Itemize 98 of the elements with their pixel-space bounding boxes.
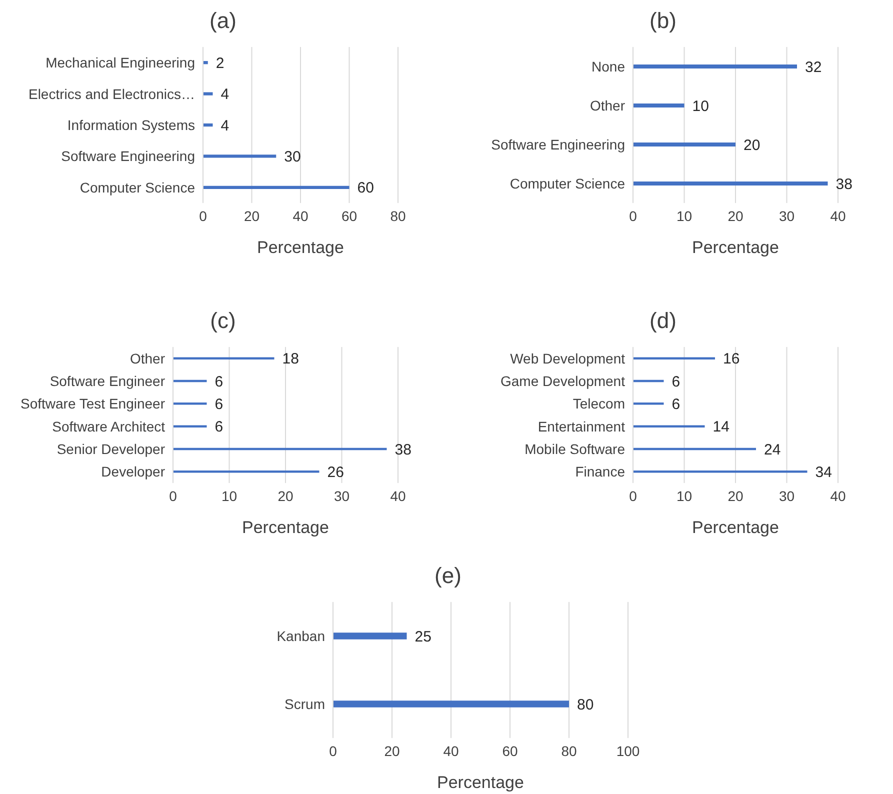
chart-title: (b) [648,8,678,35]
x-tick-label: 60 [502,742,518,759]
bar [173,470,320,473]
data-label: 34 [815,464,832,481]
data-label: 38 [836,176,852,193]
y-tick-label: Information Systems [67,116,195,133]
bar [203,123,213,127]
y-tick-label: Mechanical Engineering [46,54,195,71]
data-label: 10 [692,98,709,115]
x-tick-label: 0 [629,488,638,504]
x-tick-label: 30 [778,488,795,504]
y-tick-label: Scrum [284,696,325,712]
x-tick-label: 10 [676,488,692,504]
data-label: 60 [357,180,374,197]
x-tick-label: 30 [334,488,350,504]
data-label: 30 [284,148,301,166]
data-label: 6 [214,373,224,390]
bar [633,470,808,473]
y-tick-label: Other [130,350,166,366]
x-tick-label: 80 [561,742,577,759]
y-tick-label: Web Development [510,350,626,366]
chart-title: (c) [209,308,237,335]
bar [633,425,705,428]
y-tick-label: None [592,58,626,74]
x-tick-label: 20 [278,488,294,504]
x-tick-label: 10 [221,488,238,504]
data-label: 16 [723,350,740,368]
data-label: 18 [282,350,299,368]
x-axis-title: Percentage [257,238,344,257]
x-tick-label: 0 [629,208,638,224]
x-tick-label: 20 [728,208,744,224]
bar [173,357,274,360]
x-tick-label: 0 [329,742,338,759]
y-tick-label: Kanban [276,628,325,644]
data-label: 32 [805,58,822,76]
y-tick-label: Other [590,97,626,114]
y-tick-label: Software Engineering [491,136,625,152]
y-tick-label: Finance [575,464,626,480]
y-tick-label: Mobile Software [524,440,626,457]
bar [173,402,207,405]
x-tick-label: 40 [390,488,406,504]
y-tick-label: Entertainment [538,418,626,434]
data-label: 14 [712,418,730,436]
bar [203,186,350,189]
bar [173,425,207,428]
data-label: 20 [744,136,760,154]
bar [633,357,715,360]
chart-title: (a) [208,8,238,35]
y-tick-label: Telecom [572,396,625,412]
bar [633,64,797,68]
chart-title: (d) [648,308,678,335]
x-tick-label: 20 [728,488,744,504]
x-tick-label: 80 [390,208,406,224]
x-tick-label: 40 [830,208,846,224]
bar [633,402,664,405]
chart-title: (e) [434,563,462,590]
data-label: 2 [216,54,224,72]
bar [203,154,276,158]
x-tick-label: 30 [778,208,795,224]
y-tick-label: Software Test Engineer [20,396,166,412]
data-label: 38 [394,441,412,458]
y-tick-label: Game Development [500,372,626,389]
y-tick-label: Computer Science [80,179,196,196]
data-label: 24 [764,441,781,458]
y-tick-label: Computer Science [510,175,626,192]
data-label: 4 [220,117,230,134]
x-tick-label: 40 [292,208,308,224]
x-tick-label: 60 [341,208,358,224]
bar [633,182,828,186]
data-label: 4 [220,86,230,104]
x-axis-title: Percentage [242,518,329,537]
y-tick-label: Developer [101,464,166,480]
x-axis-title: Percentage [692,238,779,257]
data-label: 25 [414,628,432,646]
data-label: 6 [214,418,224,436]
x-tick-label: 20 [384,742,400,759]
bar [633,104,684,108]
y-tick-label: Senior Developer [56,440,166,457]
x-axis-title: Percentage [437,773,524,792]
data-label: 6 [672,396,680,413]
bar [203,92,213,96]
bar [633,142,736,146]
data-label: 80 [577,696,594,714]
x-tick-label: 40 [830,488,846,504]
data-label: 26 [327,464,344,481]
data-label: 6 [672,373,680,390]
y-tick-label: Software Architect [52,418,166,434]
x-tick-label: 100 [616,742,640,759]
y-tick-label: Software Engineer [50,372,166,389]
x-axis-title: Percentage [692,518,779,537]
y-tick-label: Electrics and Electronics… [28,86,195,102]
x-tick-label: 0 [199,208,208,224]
data-label: 6 [214,396,224,413]
x-tick-label: 0 [169,488,178,504]
x-tick-label: 20 [244,208,260,224]
x-tick-label: 40 [443,742,459,759]
x-tick-label: 10 [676,208,692,224]
y-tick-label: Software Engineering [61,148,195,164]
